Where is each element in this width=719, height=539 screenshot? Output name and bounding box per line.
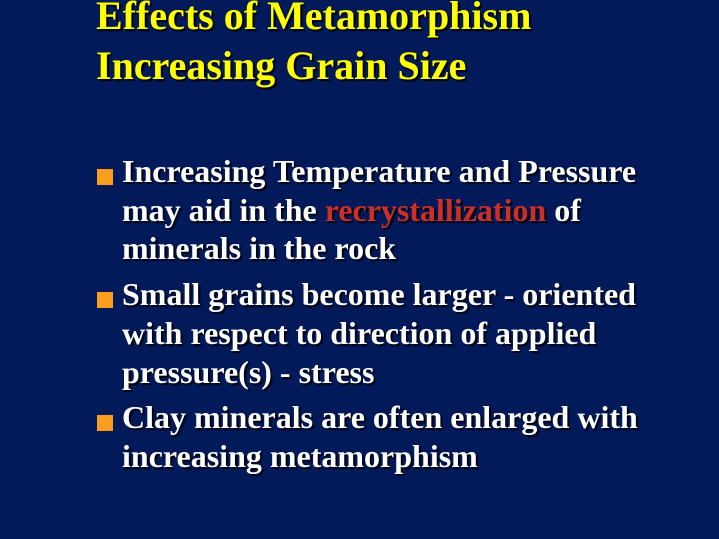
- bullet-line: may aid in the recrystallization of: [122, 191, 638, 230]
- bullet-item-1: Increasing Temperature and Pressure may …: [97, 152, 638, 268]
- square-bullet-icon: [97, 415, 113, 432]
- bullet-line: pressure(s) - stress: [122, 353, 375, 390]
- bullet-line: minerals in the rock: [122, 230, 397, 267]
- slide-title: Effects of Metamorphism Increasing Grain …: [96, 0, 531, 91]
- bullet-line: Small grains become larger - oriented: [122, 276, 636, 313]
- bullet-text: of: [546, 191, 581, 228]
- square-bullet-icon: [97, 292, 113, 309]
- bullet-item-3: Clay minerals are often enlarged with in…: [97, 398, 638, 475]
- bullet-line: Increasing Temperature and Pressure: [122, 153, 637, 189]
- bullet-line: Clay minerals are often enlarged with: [122, 399, 638, 436]
- bullet-line: with respect to direction of applied: [122, 314, 597, 351]
- bullet-text: may aid in the: [122, 191, 325, 228]
- bullet-list: Increasing Temperature and Pressure may …: [97, 152, 638, 483]
- bullet-line: increasing metamorphism: [122, 437, 478, 474]
- title-line-1: Effects of Metamorphism: [96, 0, 532, 38]
- bullet-item-2: Small grains become larger - oriented wi…: [97, 275, 638, 391]
- title-line-2: Increasing Grain Size: [96, 43, 467, 88]
- square-bullet-icon: [97, 169, 113, 185]
- highlighted-term: recrystallization: [324, 191, 547, 228]
